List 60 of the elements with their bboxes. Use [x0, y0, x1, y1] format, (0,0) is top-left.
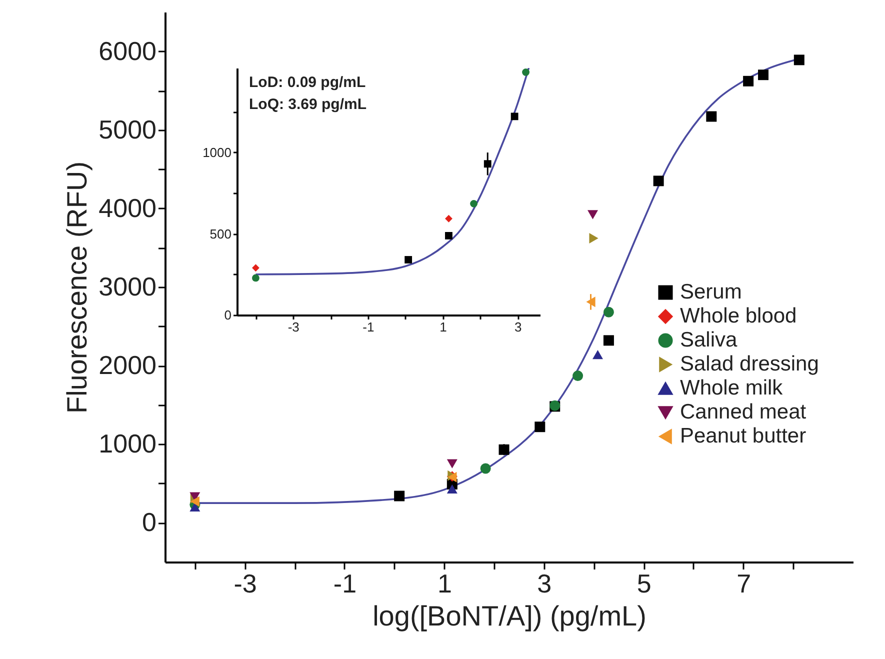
x-tick-label: -1 [362, 320, 374, 334]
point [522, 68, 530, 76]
point [758, 70, 769, 80]
x-tick-label: 5 [636, 568, 652, 598]
annotation: LoD: 0.09 pg/mL [249, 74, 366, 91]
annotation: LoQ: 3.69 pg/mL [249, 96, 367, 113]
point [603, 335, 614, 346]
point [480, 463, 491, 474]
y-tick-label: 500 [210, 226, 232, 242]
point [190, 502, 200, 512]
legend-label: Whole blood [680, 304, 797, 328]
point [252, 264, 260, 272]
x-axis-title: log([BoNT/A]) (pg/mL) [372, 600, 646, 632]
point [446, 484, 458, 494]
point [445, 214, 452, 222]
y-tick-label: 1000 [98, 428, 156, 459]
x-tick-label: 1 [440, 320, 447, 334]
point [589, 233, 598, 244]
y-tick-label: 3000 [98, 272, 156, 302]
x-tick-label: 1 [437, 568, 452, 598]
y-tick-label: 5000 [98, 114, 156, 144]
y-axis-title: Fluorescence (RFU) [62, 161, 93, 414]
x-tick-label: -1 [333, 568, 357, 598]
y-tick-label: 6000 [98, 36, 156, 66]
point [445, 232, 452, 240]
point [394, 490, 405, 502]
point [603, 306, 614, 318]
legend-label: Salad dressing [680, 352, 819, 376]
point [653, 176, 664, 186]
x-tick-label: 3 [537, 568, 552, 598]
point [588, 210, 598, 220]
y-tick-label: 2000 [98, 350, 156, 380]
point [794, 54, 804, 66]
point [706, 111, 717, 122]
y-tick-label: 0 [142, 507, 156, 538]
point [572, 370, 584, 382]
legend-label: Whole milk [680, 376, 784, 400]
y-tick-label: 4000 [98, 192, 156, 223]
legend-label: Serum [680, 280, 742, 304]
point [190, 496, 200, 507]
legend-label: Saliva [680, 328, 738, 352]
point [470, 200, 478, 208]
x-tick-label: -3 [234, 568, 257, 598]
point [484, 160, 492, 168]
point [498, 444, 510, 455]
x-tick-label: -3 [288, 320, 300, 334]
x-tick-label: 3 [514, 320, 522, 334]
y-tick-label: 0 [224, 308, 232, 322]
y-tick-label: 1000 [202, 145, 232, 160]
point [252, 274, 260, 282]
point [592, 350, 603, 360]
point [446, 459, 458, 468]
legend-label: Peanut butter [680, 424, 806, 448]
point [586, 296, 596, 308]
point [534, 422, 546, 432]
legend-label: Canned meat [680, 400, 806, 424]
point [743, 76, 754, 86]
point [404, 256, 412, 264]
x-tick-label: 7 [736, 568, 752, 598]
point [510, 112, 518, 120]
